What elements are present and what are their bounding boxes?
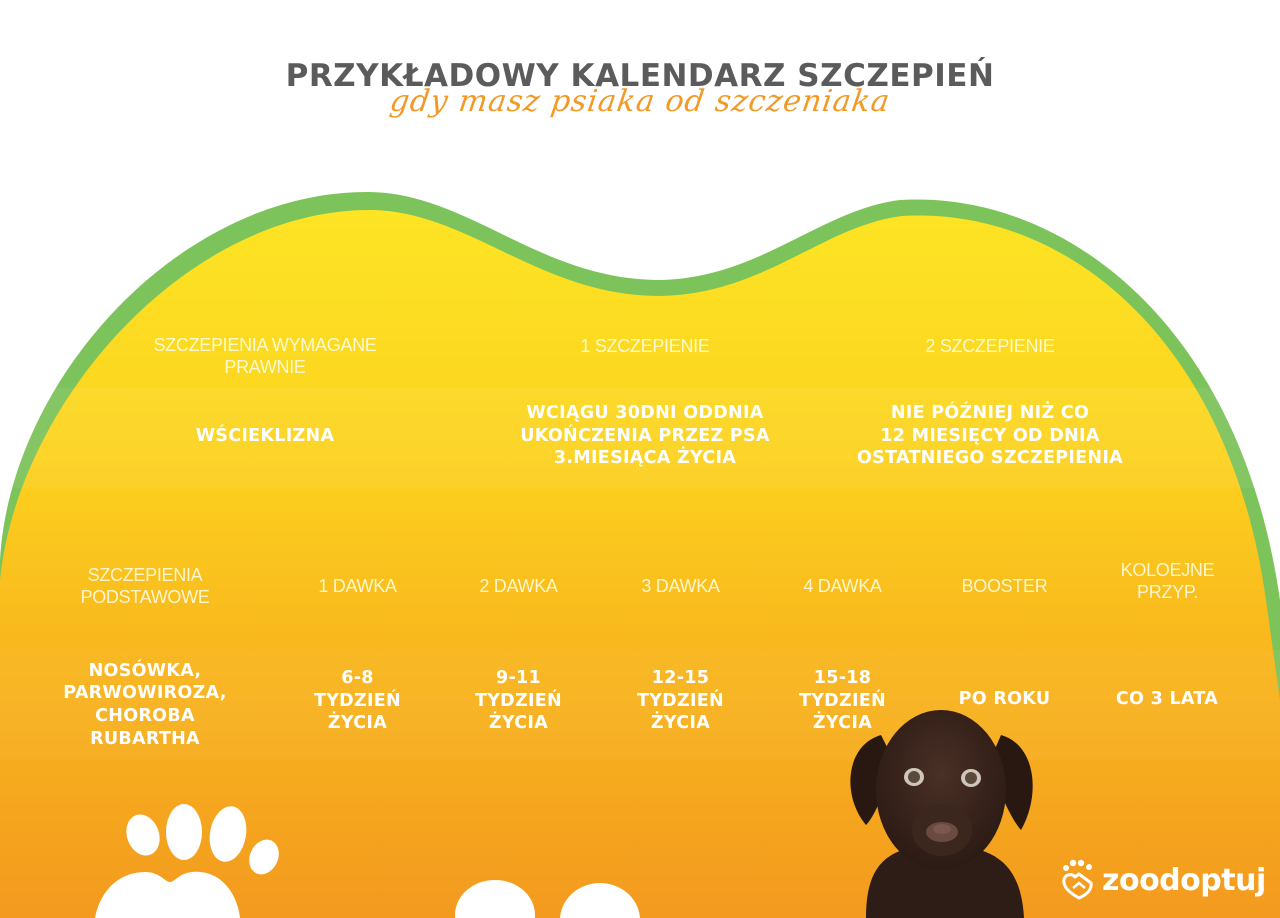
value-booster: PO ROKU <box>927 684 1082 714</box>
paw-heart-house-icon <box>1062 859 1093 900</box>
header-line: 3 DAWKA <box>641 576 720 597</box>
value-next-boosters: CO 3 LATA <box>1082 684 1252 714</box>
value-line: WCIĄGU 30DNI ODDNIA <box>526 402 764 423</box>
value-line: CO 3 LATA <box>1115 688 1219 709</box>
header-dose-2: 2 DAWKA <box>441 572 596 602</box>
header-line: SZCZEPIENIA <box>87 565 203 586</box>
value-line: CHOROBA <box>95 706 195 726</box>
value-line: PO ROKU <box>958 688 1051 709</box>
paw-print-partial-icon <box>455 880 640 918</box>
paw-print-icon <box>95 804 279 918</box>
header-line: 1 SZCZEPIENIE <box>580 336 710 357</box>
value-line: ŻYCIA <box>327 713 388 734</box>
value-second-vaccination-timing: NIE PÓŹNIEJ NIŻ CO 12 MIESIĘCY OD DNIA O… <box>815 400 1165 472</box>
page-title: PRZYKŁADOWY KALENDARZ SZCZEPIEŃ <box>285 58 995 94</box>
header-line: PRAWNIE <box>224 357 306 377</box>
logo-text: zoodoptuj <box>1102 862 1266 898</box>
value-line: 6-8 <box>341 667 374 688</box>
header-line: PRZYP. <box>1137 582 1198 602</box>
value-line: 12 MIESIĘCY OD DNIA <box>880 425 1100 446</box>
puppy-image <box>850 710 1033 918</box>
header-dose-1: 1 DAWKA <box>280 572 435 602</box>
value-line: ŻYCIA <box>650 713 711 734</box>
value-dose-4: 15-18 TYDZIEŃ ŻYCIA <box>765 666 920 736</box>
value-line: 9-11 <box>496 667 541 688</box>
value-line: TYDZIEŃ <box>313 690 402 711</box>
value-dose-1: 6-8 TYDZIEŃ ŻYCIA <box>280 666 435 736</box>
header-line: 2 DAWKA <box>479 576 558 597</box>
value-dose-2: 9-11 TYDZIEŃ ŻYCIA <box>441 666 596 736</box>
value-line: 3.MIESIĄCA ŻYCIA <box>553 448 737 469</box>
value-first-vaccination-timing: WCIĄGU 30DNI ODDNIA UKOŃCZENIA PRZEZ PSA… <box>470 400 820 472</box>
header-booster: BOOSTER <box>927 572 1082 602</box>
header-line: 1 DAWKA <box>318 576 397 597</box>
value-line: TYDZIEŃ <box>474 690 563 711</box>
header-dose-3: 3 DAWKA <box>603 572 758 602</box>
value-rabies: WŚCIEKLIZNA <box>120 400 410 472</box>
header-basic-vaccinations: SZCZEPIENIA PODSTAWOWE <box>50 562 240 612</box>
header-required-by-law: SZCZEPIENIA WYMAGANE PRAWNIE <box>120 332 410 382</box>
value-line: RUBARTHA <box>90 728 200 749</box>
header-first-vaccination: 1 SZCZEPIENIE <box>500 332 790 362</box>
header-line: 4 DAWKA <box>803 576 882 597</box>
value-line: TYDZIEŃ <box>798 690 887 711</box>
value-dose-3: 12-15 TYDZIEŃ ŻYCIA <box>603 666 758 736</box>
header-line: BOOSTER <box>961 576 1048 597</box>
value-line: UKOŃCZENIA PRZEZ PSA <box>520 425 770 446</box>
value-line: ŻYCIA <box>488 713 549 734</box>
value-line: WŚCIEKLIZNA <box>195 425 335 446</box>
header-line: PODSTAWOWE <box>80 587 210 607</box>
value-line: TYDZIEŃ <box>636 690 725 711</box>
header-line: 2 SZCZEPIENIE <box>925 336 1055 357</box>
page-subtitle: gdy masz psiaka od szczeniaka <box>387 84 893 119</box>
value-line: OSTATNIEGO SZCZEPIENIA <box>857 448 1123 469</box>
header-line: KOLOEJNE <box>1120 560 1215 581</box>
header-dose-4: 4 DAWKA <box>765 572 920 602</box>
header-second-vaccination: 2 SZCZEPIENIE <box>845 332 1135 362</box>
value-line: 15-18 <box>813 667 872 688</box>
value-line: NIE PÓŹNIEJ NIŻ CO <box>890 402 1090 423</box>
value-line: NOSÓWKA, <box>88 660 202 681</box>
header-next-boosters: KOLOEJNE PRZYP. <box>1090 557 1245 607</box>
value-line: 12-15 <box>651 667 710 688</box>
zoodoptuj-logo[interactable]: zoodoptuj <box>1060 855 1266 905</box>
value-line: ŻYCIA <box>812 713 873 734</box>
header-line: SZCZEPIENIA WYMAGANE <box>153 335 377 356</box>
value-line: PARWOWIROZA, <box>63 683 227 704</box>
value-diseases: NOSÓWKA, PARWOWIROZA, CHOROBA RUBARTHA <box>30 655 260 755</box>
